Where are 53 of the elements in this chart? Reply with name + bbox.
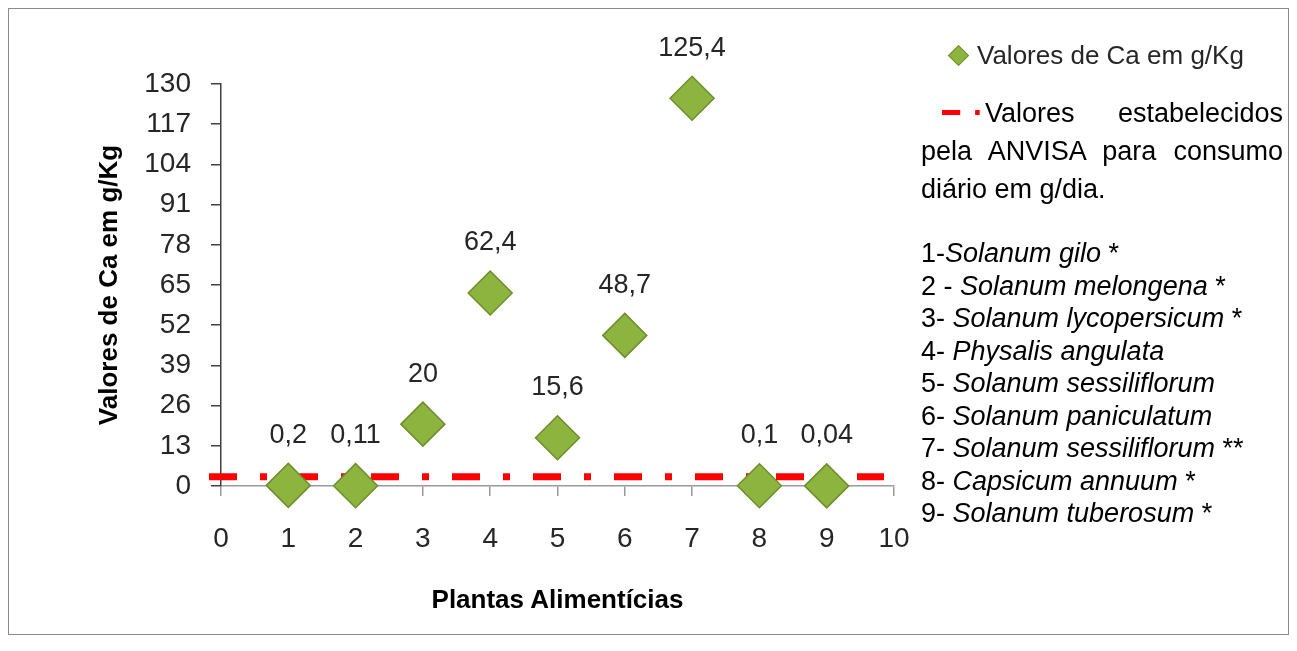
text: 5- Solanum sessiliflorum (921, 367, 1217, 400)
y-tick-label: 0 (175, 468, 191, 500)
text: 7- Solanum sessiliflorum ** (921, 432, 1245, 465)
y-tick-label: 78 (159, 227, 191, 259)
data-label: 0,2 (269, 418, 308, 449)
x-tick-label: 8 (751, 521, 768, 553)
text: 8- Capsicum annuum * (921, 464, 1197, 497)
legend-label: Valores estabelecidos pela ANVISA para consumo diário em g/dia. (921, 98, 1283, 204)
y-tick-label: 39 (159, 348, 191, 380)
x-axis-title: Plantas Alimentícias (431, 583, 684, 614)
y-tick-label: 117 (146, 106, 191, 138)
point (332, 462, 379, 509)
point (400, 401, 446, 447)
y-tick-label: 13 (159, 428, 191, 460)
point (534, 415, 581, 461)
y-tick-label: 130 (144, 66, 191, 98)
point (736, 462, 783, 509)
y-tick-label: 65 (159, 267, 191, 299)
y-tick-label: 104 (144, 147, 191, 179)
text: 3- Solanum lycopersicum * (921, 302, 1244, 335)
x-tick-label: 6 (617, 521, 633, 553)
point (669, 75, 715, 121)
y-tick-label: 26 (159, 388, 191, 420)
x-tick-label: 9 (818, 521, 835, 553)
text: 6- Solanum paniculatum (921, 399, 1214, 432)
data-label: 0,04 (800, 419, 853, 450)
y-axis-title: Valores de Ca em g/Kg (92, 144, 123, 426)
point (467, 270, 513, 316)
data-label: 0,11 (330, 419, 381, 450)
x-tick-label: 7 (684, 521, 700, 553)
x-tick-label: 1 (280, 521, 297, 553)
x-tick-label: 10 (878, 521, 910, 553)
data-label: 0,1 (740, 419, 779, 450)
y-tick-label: 52 (159, 307, 191, 339)
legend-label: Valores de Ca em g/Kg (977, 39, 1244, 71)
point (803, 463, 850, 509)
text: 4- Physalis angulata (921, 334, 1166, 367)
x-tick-label: 0 (213, 521, 229, 553)
point (602, 312, 648, 359)
x-tick-label: 2 (347, 521, 364, 553)
point (265, 462, 312, 509)
data-label: 20 (407, 357, 438, 388)
text: 2 - Solanum melongena * (921, 269, 1227, 302)
text: 9- Solanum tuberosum * (921, 497, 1214, 530)
x-tick-label: 5 (549, 521, 566, 553)
x-tick-label: 4 (482, 521, 498, 553)
text: 1-Solanum gilo * (921, 237, 1121, 270)
data-label: 62,4 (463, 226, 517, 257)
data-label: 125,4 (658, 31, 726, 62)
y-tick-label: 91 (159, 187, 191, 219)
x-tick-label: 3 (415, 521, 431, 553)
data-label: 48,7 (598, 268, 652, 299)
data-label: 15,6 (531, 371, 584, 402)
